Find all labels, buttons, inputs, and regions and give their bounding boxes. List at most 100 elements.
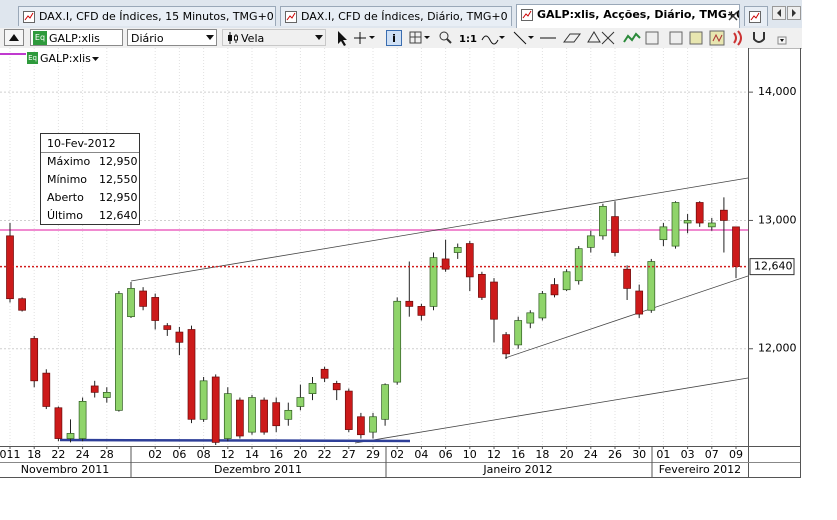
x-tick-label: 06 <box>439 448 453 461</box>
candle-body-down <box>320 368 329 379</box>
x-tick-label: 01 <box>656 448 670 461</box>
candle-body-up <box>671 202 680 247</box>
trend-line <box>130 177 748 282</box>
candle-body-down <box>139 290 147 307</box>
candle-body-down <box>236 399 244 437</box>
candle-body-down <box>441 258 450 270</box>
candle-body-down <box>163 325 172 330</box>
toolbar: Eq GALP:xlis Diário Vela i 1:1 <box>0 28 802 49</box>
info-name: Mínimo <box>47 173 88 186</box>
candle-body-down <box>357 416 365 436</box>
y-tick-label: 14,000 <box>758 85 797 98</box>
tab-label: GALP:xlis, Acções, Diário, TMG+0 <box>537 8 740 21</box>
x-tick-label: 12 <box>487 448 501 461</box>
candle-body-up <box>683 220 692 224</box>
x-tick-label: 28 <box>100 448 114 461</box>
x-tick-label: 03 <box>681 448 695 461</box>
close-tab[interactable] <box>728 11 738 21</box>
dropdown-arrow <box>91 57 99 61</box>
candle-body-up <box>284 409 293 420</box>
candle-body-up <box>526 312 535 324</box>
candle-body-down <box>405 300 414 307</box>
symbol-icon: Eq <box>33 31 47 45</box>
candle-body-down <box>623 268 631 289</box>
info-value: 12,950 <box>99 155 138 168</box>
info-name: Aberto <box>47 191 84 204</box>
zoom-text: 1:1 <box>459 34 477 45</box>
period-text: Diário <box>131 32 164 45</box>
tab[interactable]: DAX.I, CFD de Índices, 15 Minutos, TMG+0 <box>18 6 276 26</box>
candle-body-up <box>586 235 595 248</box>
candle-body-down <box>54 407 63 439</box>
symbol-input[interactable]: Eq GALP:xlis <box>30 29 123 46</box>
candle-body-up <box>369 416 377 433</box>
x-tick-label: 22 <box>318 448 332 461</box>
candle-body-up <box>308 383 317 395</box>
candle-body-down <box>720 209 728 221</box>
y-tick-label: 12,000 <box>758 342 797 355</box>
x-tick-label: 20 <box>560 448 574 461</box>
x-tick-label: 27 <box>342 448 356 461</box>
month-label: Novembro 2011 <box>21 463 109 476</box>
candle-icon <box>228 32 238 44</box>
tab-active[interactable]: GALP:xlis, Acções, Diário, TMG+0 <box>516 4 740 29</box>
candle-body-down <box>490 281 498 320</box>
chart-symbol-text: GALP:xlis <box>40 52 91 65</box>
candle-body-up <box>429 257 438 307</box>
candle-body-down <box>332 383 341 391</box>
candle-body-down <box>550 284 559 296</box>
candle-body-down <box>478 273 486 298</box>
x-tick-label: 20 <box>293 448 307 461</box>
info-name: Máximo <box>47 155 91 168</box>
tab-icon <box>749 11 761 23</box>
candle-body-up <box>102 392 111 398</box>
candle-body-down <box>465 243 474 278</box>
svg-text:i: i <box>392 32 396 45</box>
x-tick-label: 06 <box>172 448 186 461</box>
candle-body-up <box>248 397 256 433</box>
trend-line <box>354 377 748 444</box>
candle-body-up <box>538 293 547 319</box>
tab-label: DAX.I, CFD de Índices, Diário, TMG+0 <box>301 10 508 23</box>
trend-line <box>504 275 748 359</box>
candle-body-down <box>30 338 39 382</box>
x-tick-label: 12 <box>221 448 235 461</box>
chart: Novembro 2011 Dezembro 2011 Janeiro 2012… <box>0 48 801 478</box>
candle-body-up <box>453 247 462 253</box>
tab[interactable] <box>744 6 768 26</box>
candle-body-up <box>78 401 87 439</box>
candle-body-up <box>115 293 123 411</box>
candle-body-up <box>381 384 389 420</box>
tab-scroll[interactable] <box>772 6 802 20</box>
period-select[interactable]: Diário <box>127 29 217 46</box>
chart-symbol[interactable]: GALP:xlis <box>40 52 99 65</box>
x-tick-label: 30 <box>632 448 646 461</box>
style-select[interactable]: Vela <box>222 29 326 46</box>
x-tick-label: 14 <box>245 448 259 461</box>
collapse-button[interactable] <box>4 29 24 46</box>
candle-body-down <box>90 385 99 393</box>
candle-body-down <box>611 216 619 253</box>
candle-body-down <box>187 329 196 420</box>
x-tick-label: 16 <box>511 448 525 461</box>
info-value: 12,950 <box>99 191 138 204</box>
drawings <box>59 177 748 444</box>
x-tick-label: 18 <box>535 448 549 461</box>
x-tick-label: 24 <box>584 448 598 461</box>
candles <box>6 197 740 445</box>
candle-body-up <box>707 222 716 228</box>
x-tick-label: 16 <box>269 448 283 461</box>
candle-body-up <box>599 205 607 237</box>
last-price-box <box>749 258 795 276</box>
candle-body-up <box>223 393 232 439</box>
tab-icon <box>521 9 533 21</box>
candle-body-down <box>18 298 26 311</box>
x-tick-label: 08 <box>197 448 211 461</box>
info-box: 10-Fev-2012 Máximo 12,950 Mínimo 12,550 … <box>40 133 140 225</box>
y-tick-label: 13,000 <box>758 213 797 226</box>
tab[interactable]: DAX.I, CFD de Índices, Diário, TMG+0 <box>280 6 512 26</box>
candle-body-up <box>514 320 523 346</box>
x-tick-label: 29 <box>366 448 380 461</box>
tool-icons[interactable]: i 1:1 <box>334 28 794 48</box>
x-tick-label: 07 <box>705 448 719 461</box>
